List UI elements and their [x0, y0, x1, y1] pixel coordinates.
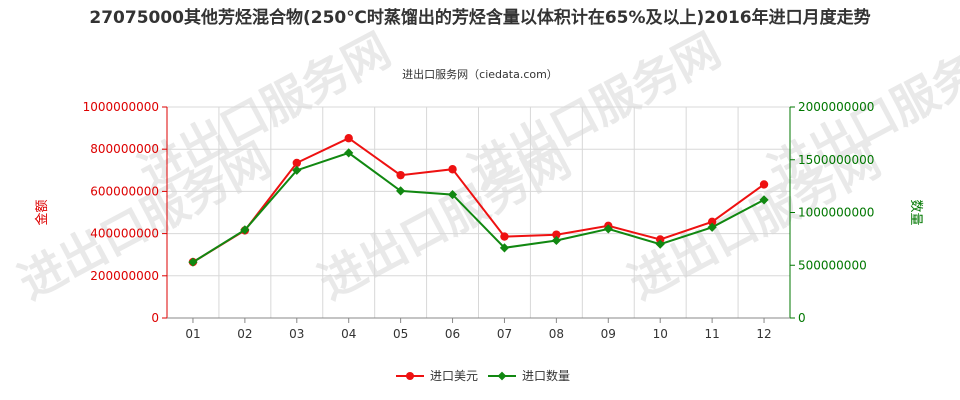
- y-left-tick-label-1: 200000000: [90, 269, 159, 283]
- series-1-point-10: [707, 222, 717, 232]
- series-1-point-5: [447, 189, 458, 200]
- series-1-point-4: [396, 186, 406, 196]
- x-tick-label-6: 07: [497, 327, 512, 341]
- x-tick-label-1: 02: [237, 327, 252, 341]
- x-tick-label-10: 11: [704, 327, 719, 341]
- series-1-point-8: [603, 224, 613, 234]
- watermark-text-4: 进出口服务网: [460, 22, 729, 199]
- series-1-point-0: [188, 257, 198, 267]
- y-axis-label-left: 金额: [34, 199, 50, 225]
- legend-marker-1: [497, 371, 507, 381]
- series-0-point-7: [552, 230, 561, 239]
- series-1-point-2: [292, 165, 302, 175]
- series-0-point-10: [707, 217, 717, 226]
- y-left-tick-label-3: 600000000: [90, 184, 159, 198]
- series-line-0: [192, 137, 765, 263]
- series-0-point-11: [759, 180, 769, 189]
- x-tick-label-11: 12: [756, 327, 771, 341]
- series-0-point-9: [656, 235, 665, 244]
- series-0-point-4: [396, 170, 405, 180]
- y-left-tick-label-0: 0: [151, 311, 159, 325]
- x-tick-label-2: 03: [289, 327, 304, 341]
- legend-marker-0: [406, 372, 414, 380]
- y-right-tick-label-1: 500000000: [798, 258, 867, 272]
- x-tick-label-0: 01: [185, 327, 200, 341]
- series-line-1: [192, 151, 765, 263]
- y-right-tick-label-0: 0: [798, 311, 806, 325]
- series-1-point-6: [499, 243, 510, 253]
- x-tick-label-9: 10: [653, 327, 668, 341]
- legend-label-1: 进口数量: [522, 368, 570, 383]
- y-right-tick-label-3: 1500000000: [798, 153, 874, 167]
- y-left-tick-label-5: 1000000000: [83, 100, 159, 114]
- series-0-point-6: [500, 232, 509, 241]
- y-axis-label-right: 数量: [908, 199, 923, 225]
- x-tick-label-8: 09: [601, 327, 616, 341]
- series-1-point-1: [240, 225, 250, 235]
- series-1-point-9: [655, 239, 665, 249]
- series-0-point-3: [344, 134, 353, 143]
- legend-label-0: 进口美元: [430, 369, 478, 383]
- series-1-point-11: [759, 195, 769, 205]
- chart-title: 27075000其他芳烃混合物(250℃时蒸馏出的芳烃含量以体积计在65%及以上…: [89, 8, 871, 28]
- series-0-point-2: [292, 158, 301, 168]
- series-0-point-5: [448, 165, 457, 174]
- y-left-tick-label-2: 400000000: [90, 227, 159, 241]
- x-tick-label-7: 08: [549, 327, 564, 341]
- y-right-tick-label-2: 1000000000: [798, 206, 874, 220]
- chart-subtitle: 进出口服务网（ciedata.com）: [402, 68, 558, 81]
- y-left-tick-label-4: 800000000: [90, 142, 159, 156]
- x-tick-label-3: 04: [341, 327, 356, 341]
- x-tick-label-4: 05: [393, 327, 408, 341]
- x-tick-label-5: 06: [445, 327, 460, 341]
- y-right-tick-label-4: 2000000000: [798, 100, 874, 114]
- series-1-point-7: [551, 235, 561, 246]
- series-1-point-3: [344, 148, 354, 158]
